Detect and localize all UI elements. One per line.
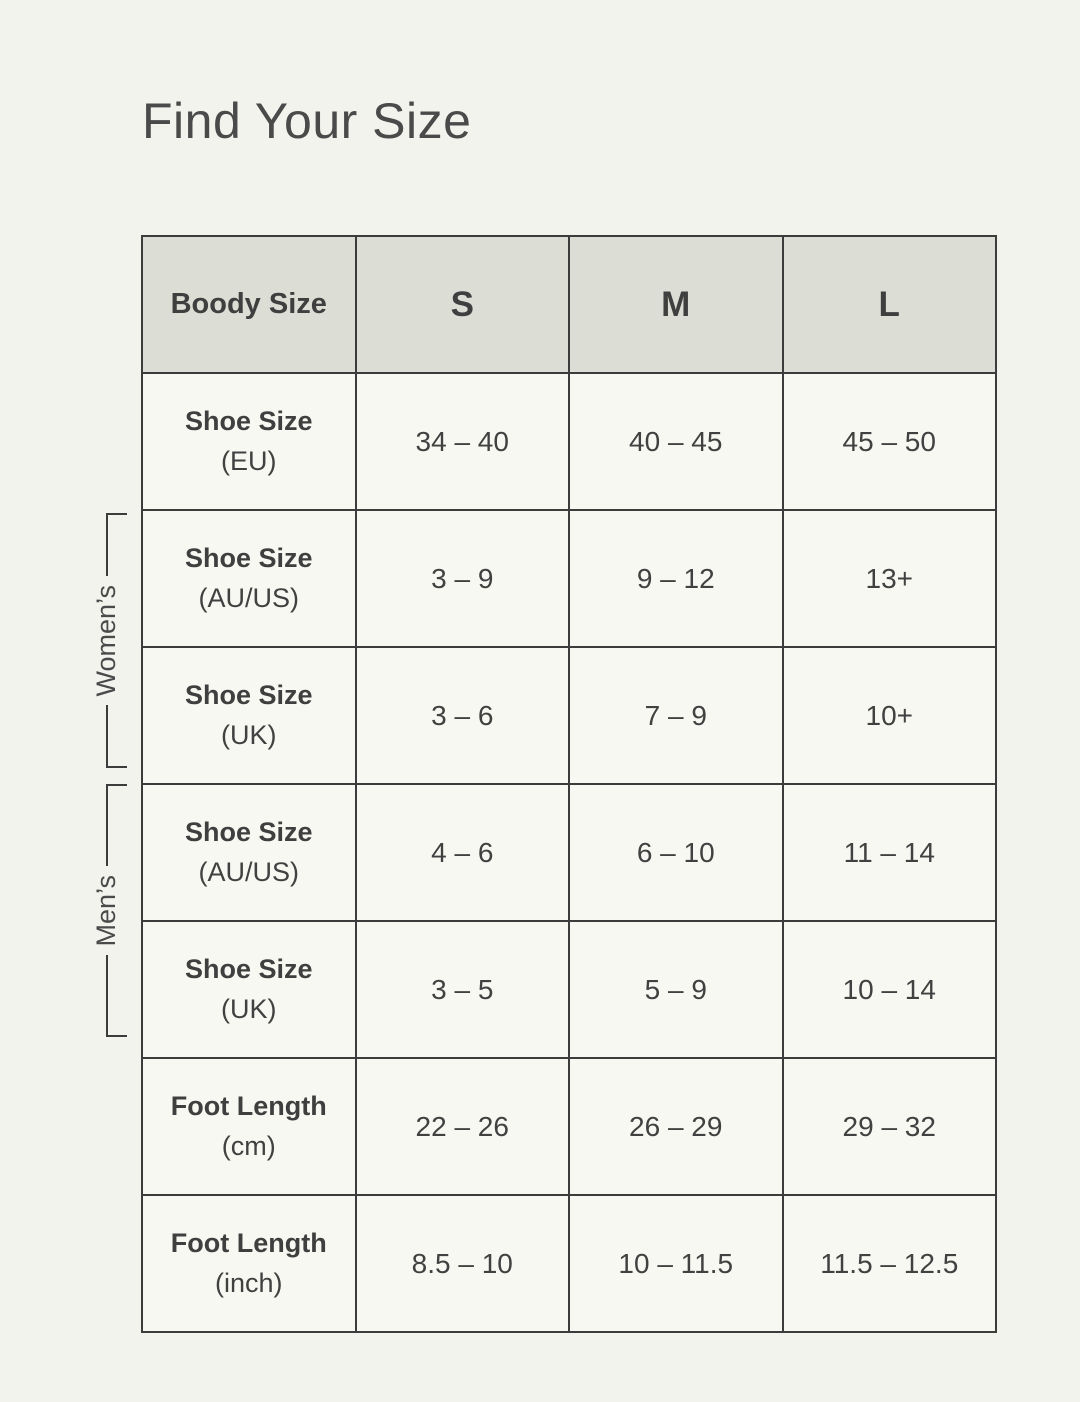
row-label: Shoe Size [184, 543, 313, 574]
row-header: Shoe Size (AU/US) [141, 509, 357, 648]
row-unit: (UK) [221, 993, 277, 1024]
row-unit: (AU/US) [198, 856, 300, 887]
cell-value: 34 – 40 [354, 372, 570, 511]
bracket-top-tick [106, 784, 127, 786]
row-header: Foot Length (cm) [141, 1057, 357, 1196]
cell-value: 40 – 45 [568, 372, 784, 511]
row-label: Shoe Size [184, 954, 313, 985]
row-label: Foot Length [170, 1228, 327, 1259]
table-row-mens-shoe-size-uk: Shoe Size (UK) 3 – 5 5 – 9 10 – 14 [141, 920, 997, 1059]
cell-value: 10 – 14 [781, 920, 997, 1059]
cell-value: 29 – 32 [781, 1057, 997, 1196]
row-label: Shoe Size [184, 680, 313, 711]
column-header-boody-size: Boody Size [141, 235, 357, 374]
row-label: Shoe Size [184, 406, 313, 437]
cell-value: 6 – 10 [568, 783, 784, 922]
cell-value: 4 – 6 [354, 783, 570, 922]
row-header: Foot Length (inch) [141, 1194, 357, 1333]
cell-value: 11 – 14 [781, 783, 997, 922]
cell-value: 8.5 – 10 [354, 1194, 570, 1333]
cell-value: 7 – 9 [568, 646, 784, 785]
table-row-foot-length-inch: Foot Length (inch) 8.5 – 10 10 – 11.5 11… [141, 1194, 997, 1333]
womens-group-bracket: Women’s [91, 513, 130, 769]
womens-group-label: Women’s [91, 584, 121, 697]
row-unit: (cm) [221, 1130, 276, 1161]
bracket-bottom-tick [106, 1035, 127, 1038]
cell-value: 10+ [781, 646, 997, 785]
bracket-bottom-tick [106, 766, 127, 769]
row-unit: (EU) [221, 445, 277, 476]
row-unit: (AU/US) [198, 582, 300, 613]
row-header: Shoe Size (AU/US) [141, 783, 357, 922]
page-title: Find Your Size [142, 93, 472, 149]
cell-value: 13+ [781, 509, 997, 648]
size-chart-table: Boody Size S M L Shoe Size (EU) 34 – 40 … [141, 235, 997, 1333]
row-header: Shoe Size (EU) [141, 372, 357, 511]
table-row-shoe-size-eu: Shoe Size (EU) 34 – 40 40 – 45 45 – 50 [141, 372, 997, 511]
cell-value: 26 – 29 [568, 1057, 784, 1196]
row-label: Foot Length [170, 1091, 327, 1122]
cell-value: 45 – 50 [781, 372, 997, 511]
row-label: Shoe Size [184, 817, 313, 848]
cell-value: 9 – 12 [568, 509, 784, 648]
cell-value: 3 – 9 [354, 509, 570, 648]
row-unit: (UK) [221, 719, 277, 750]
bracket-line [106, 515, 108, 576]
row-unit: (inch) [214, 1267, 283, 1298]
table-row-foot-length-cm: Foot Length (cm) 22 – 26 26 – 29 29 – 32 [141, 1057, 997, 1196]
bracket-top-tick [106, 513, 127, 515]
row-header: Shoe Size (UK) [141, 646, 357, 785]
row-header: Shoe Size (UK) [141, 920, 357, 1059]
column-header-s: S [354, 235, 570, 374]
header-row: Boody Size S M L [141, 235, 997, 374]
table-row-womens-shoe-size-uk: Shoe Size (UK) 3 – 6 7 – 9 10+ [141, 646, 997, 785]
bracket-line [106, 705, 108, 767]
column-header-m: M [568, 235, 784, 374]
cell-value: 11.5 – 12.5 [781, 1194, 997, 1333]
mens-group-bracket: Men’s [91, 784, 130, 1038]
cell-value: 10 – 11.5 [568, 1194, 784, 1333]
table-row-mens-shoe-size-au-us: Shoe Size (AU/US) 4 – 6 6 – 10 11 – 14 [141, 783, 997, 922]
table-row-womens-shoe-size-au-us: Shoe Size (AU/US) 3 – 9 9 – 12 13+ [141, 509, 997, 648]
bracket-line [106, 786, 108, 866]
cell-value: 22 – 26 [354, 1057, 570, 1196]
mens-group-label: Men’s [91, 874, 121, 947]
column-header-l: L [781, 235, 997, 374]
bracket-line [106, 955, 108, 1036]
cell-value: 5 – 9 [568, 920, 784, 1059]
cell-value: 3 – 6 [354, 646, 570, 785]
cell-value: 3 – 5 [354, 920, 570, 1059]
